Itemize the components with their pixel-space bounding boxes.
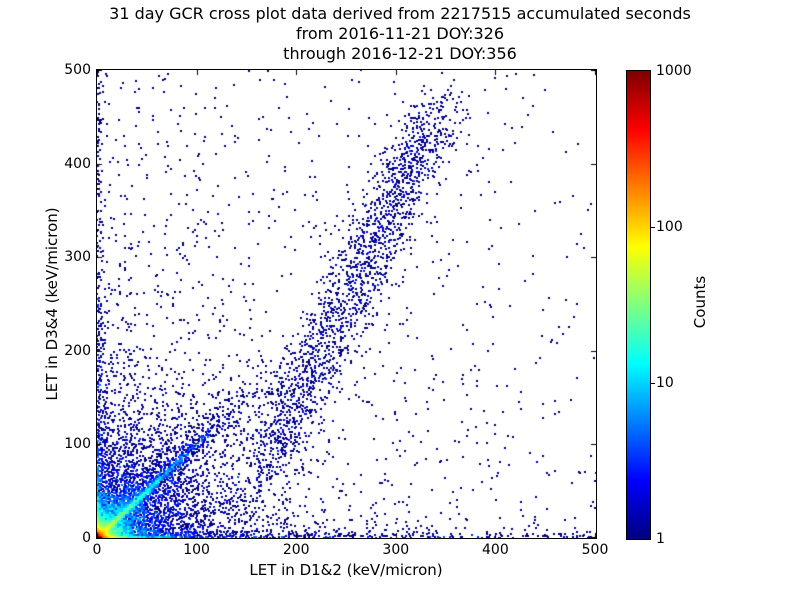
colorbar-gradient-canvas	[627, 71, 650, 539]
chart-title-line3: through 2016-12-21 DOY:356	[283, 44, 517, 63]
x-tick-label: 300	[382, 542, 410, 558]
x-tick-label: 200	[282, 542, 310, 558]
colorbar-label: Counts	[691, 275, 709, 329]
chart-title-line2: from 2016-11-21 DOY:326	[295, 24, 504, 43]
y-axis-label: LET in D3&4 (keV/micron)	[43, 207, 61, 401]
y-tick-label: 400	[64, 155, 91, 172]
scatter-heatmap-canvas	[97, 70, 596, 538]
colorbar-tick-label: 100	[656, 219, 683, 235]
colorbar	[626, 70, 651, 540]
chart-title-block: 31 day GCR cross plot data derived from …	[0, 4, 800, 64]
x-tick-label: 0	[92, 542, 102, 558]
colorbar-tick-mark	[651, 382, 655, 384]
plot-area	[96, 69, 597, 539]
y-tick-label: 200	[64, 342, 91, 359]
x-tick-label: 100	[183, 542, 210, 558]
y-tick-label: 500	[64, 62, 91, 78]
y-tick-label: 100	[64, 436, 91, 453]
colorbar-tick-label: 1000	[656, 63, 692, 79]
colorbar-tick-label: 1	[656, 531, 665, 547]
x-axis-label: LET in D1&2 (keV/micron)	[249, 561, 443, 579]
y-tick-label: 300	[64, 249, 91, 266]
colorbar-tick-mark	[651, 226, 655, 228]
x-tick-label: 500	[581, 542, 609, 558]
y-tick-label: 0	[82, 530, 91, 546]
chart-title-line1: 31 day GCR cross plot data derived from …	[109, 4, 691, 23]
x-tick-label: 400	[482, 542, 509, 558]
colorbar-tick-label: 10	[656, 375, 674, 391]
